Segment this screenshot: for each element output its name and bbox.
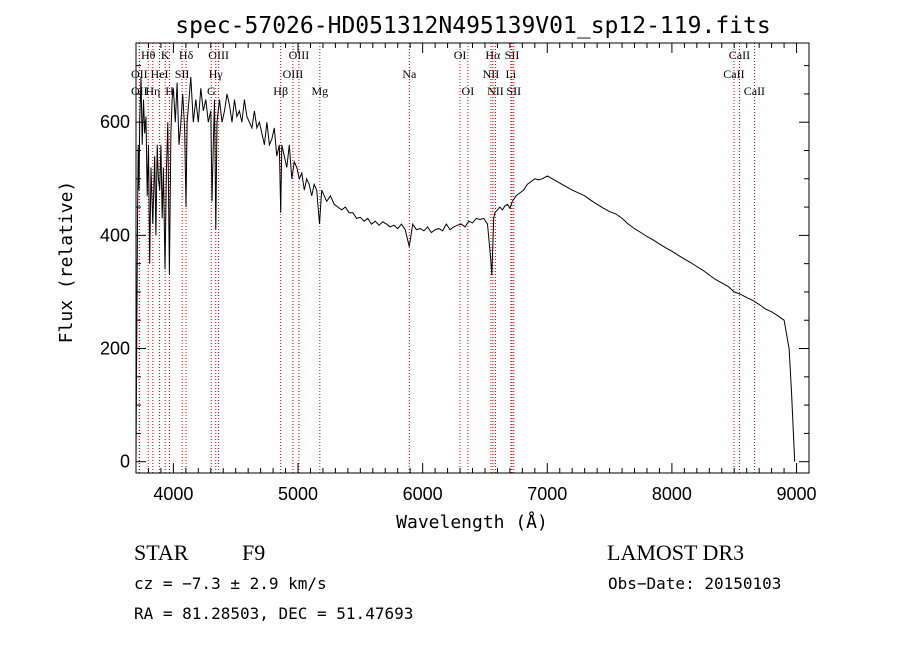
line-marker-label-22: Hβ [273,84,288,98]
line-marker-label-6: Hα [485,48,501,62]
line-marker-label-24: OI [462,84,475,98]
x-tick-label: 9000 [777,484,817,504]
line-marker-label-14: Na [402,67,417,81]
line-marker-label-18: OII [131,84,148,98]
line-marker-label-20: H [165,84,174,98]
line-marker-label-27: CaII [744,84,765,98]
chart-title: spec-57026-HD051312N495139V01_sp12-119.f… [175,13,770,39]
x-tick-label: 5000 [278,484,318,504]
line-marker-label-26: SII [506,84,521,98]
spectral-subclass: F9 [242,540,266,565]
line-marker-label-7: SII [505,48,520,62]
emission-line-markers: Hθ K Hδ OIII OIII OI Hα SII CaII OII HeI SII Hγ OIII N… [131,43,765,473]
y-tick-label: 200 [100,339,130,359]
x-tick-label: 4000 [153,484,193,504]
line-marker-label-2: Hδ [179,48,194,62]
x-tick-label: 7000 [527,484,567,504]
x-axis-label: Wavelength (Å) [396,511,548,533]
x-tick-label: 6000 [403,484,443,504]
line-marker-label-13: OIII [283,67,304,81]
spectrum-trace-group [135,76,796,462]
sky-coordinates: RA = 81.28503, DEC = 51.47693 [134,604,414,623]
observation-date: Obs−Date: 20150103 [608,574,782,593]
line-marker-label-3: OIII [208,48,229,62]
line-marker-label-12: Hγ [209,67,224,81]
x-tick-label: 8000 [652,484,692,504]
line-marker-label-0: Hθ [141,48,156,62]
line-marker-label-16: Li [506,67,517,81]
line-marker-label-17: CaII [723,67,744,81]
spectrum-line [135,76,796,462]
line-marker-label-1: K [161,48,170,62]
y-tick-label: 600 [100,112,130,132]
y-tick-label: 0 [120,452,130,472]
line-marker-label-11: SII [175,67,190,81]
line-marker-label-19: Hη [145,84,160,98]
object-type: STAR [134,540,189,565]
plot-frame [135,42,810,474]
x-axis: 4000 5000 6000 7000 8000 9000 [147,43,817,504]
line-marker-label-23: Mg [311,84,328,98]
line-marker-label-10: HeI [151,67,169,81]
survey-name: LAMOST DR3 [607,540,745,565]
line-marker-label-4: OIII [289,48,310,62]
y-axis: 0 200 400 600 [100,65,809,472]
redshift-cz: cz = −7.3 ± 2.9 km/s [134,574,327,593]
line-marker-label-8: CaII [729,48,750,62]
line-marker-label-5: OI [454,48,467,62]
y-tick-label: 400 [100,225,130,245]
line-marker-label-15: NII [483,67,500,81]
line-marker-label-21: G [207,84,216,98]
line-marker-label-25: NII [487,84,504,98]
y-axis-label: Flux (relative) [56,181,77,344]
